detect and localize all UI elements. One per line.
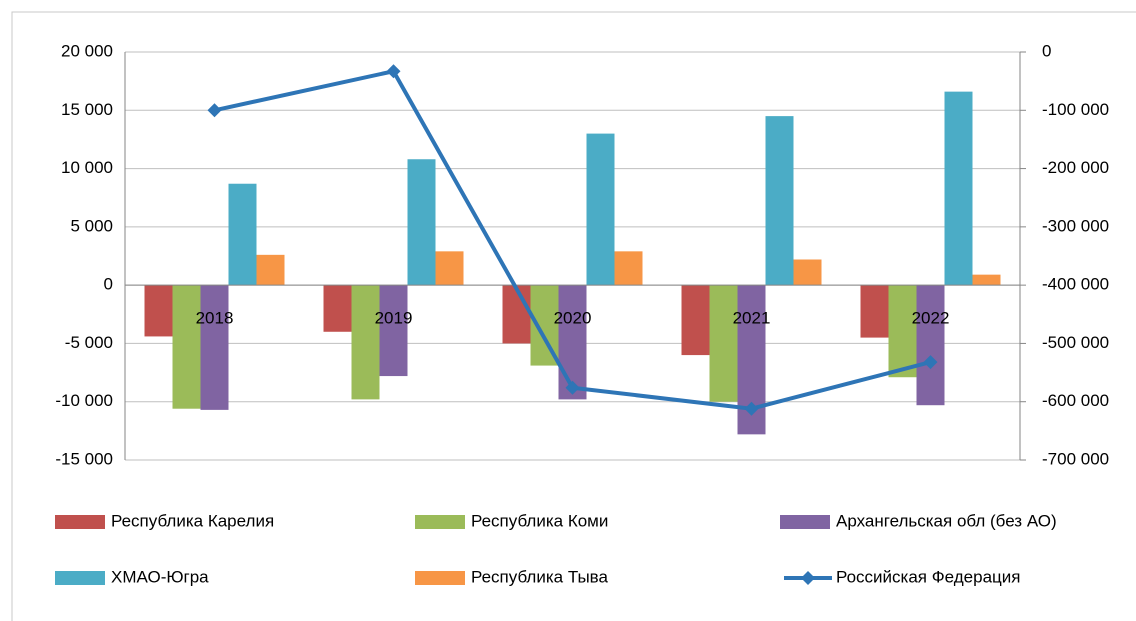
legend-label: Республика Тыва [471, 567, 609, 586]
bar [944, 91, 973, 286]
legend-swatch [415, 571, 465, 585]
bar [586, 133, 615, 286]
line-marker [565, 380, 580, 395]
legend-label: Республика Коми [471, 511, 608, 530]
legend-swatch [415, 515, 465, 529]
y-tick-label: 15 000 [61, 100, 113, 119]
y-tick-label: 5 000 [70, 216, 113, 235]
legend-label: Российская Федерация [836, 567, 1020, 586]
bar [144, 285, 173, 337]
y2-tick-label: -300 000 [1042, 216, 1109, 235]
legend-label: Республика Карелия [111, 511, 274, 530]
y2-tick-label: -600 000 [1042, 391, 1109, 410]
x-tick-label: 2019 [375, 309, 413, 328]
y-tick-label: 0 [104, 275, 113, 294]
line-marker [207, 103, 222, 118]
bar [916, 285, 945, 406]
line-marker [386, 64, 401, 79]
x-tick-label: 2018 [196, 309, 234, 328]
bar [379, 285, 408, 377]
bar [860, 285, 889, 338]
bar [972, 274, 1001, 286]
y-tick-label: -15 000 [55, 449, 113, 468]
legend-swatch [55, 571, 105, 585]
bar [765, 116, 794, 286]
legend-swatch [780, 515, 830, 529]
bar [323, 285, 352, 332]
bar [681, 285, 710, 356]
x-tick-label: 2020 [554, 309, 592, 328]
y2-tick-label: -400 000 [1042, 275, 1109, 294]
line-marker [744, 401, 759, 416]
legend-swatch-marker [801, 571, 815, 585]
bar [502, 285, 531, 344]
bar [407, 159, 436, 286]
bar [172, 285, 201, 409]
y2-tick-label: 0 [1042, 41, 1051, 60]
line-marker [923, 355, 938, 370]
y2-tick-label: -200 000 [1042, 158, 1109, 177]
bar [435, 251, 464, 286]
y2-tick-label: -500 000 [1042, 333, 1109, 352]
bar [709, 285, 738, 402]
bar [888, 285, 917, 378]
legend-swatch [55, 515, 105, 529]
legend-label: ХМАО-Югра [111, 567, 209, 586]
x-tick-label: 2021 [733, 309, 771, 328]
y-tick-label: 10 000 [61, 158, 113, 177]
bar [558, 285, 587, 400]
y-tick-label: 20 000 [61, 41, 113, 60]
bar [200, 285, 229, 410]
y2-tick-label: -100 000 [1042, 100, 1109, 119]
x-tick-label: 2022 [912, 309, 950, 328]
bar [793, 259, 822, 286]
bar [614, 251, 643, 286]
legend-label: Архангельская обл (без АО) [836, 511, 1057, 530]
bar [256, 254, 285, 286]
y-tick-label: -5 000 [65, 333, 113, 352]
bar [228, 183, 257, 286]
y2-tick-label: -700 000 [1042, 449, 1109, 468]
y-tick-label: -10 000 [55, 391, 113, 410]
bar [351, 285, 380, 400]
